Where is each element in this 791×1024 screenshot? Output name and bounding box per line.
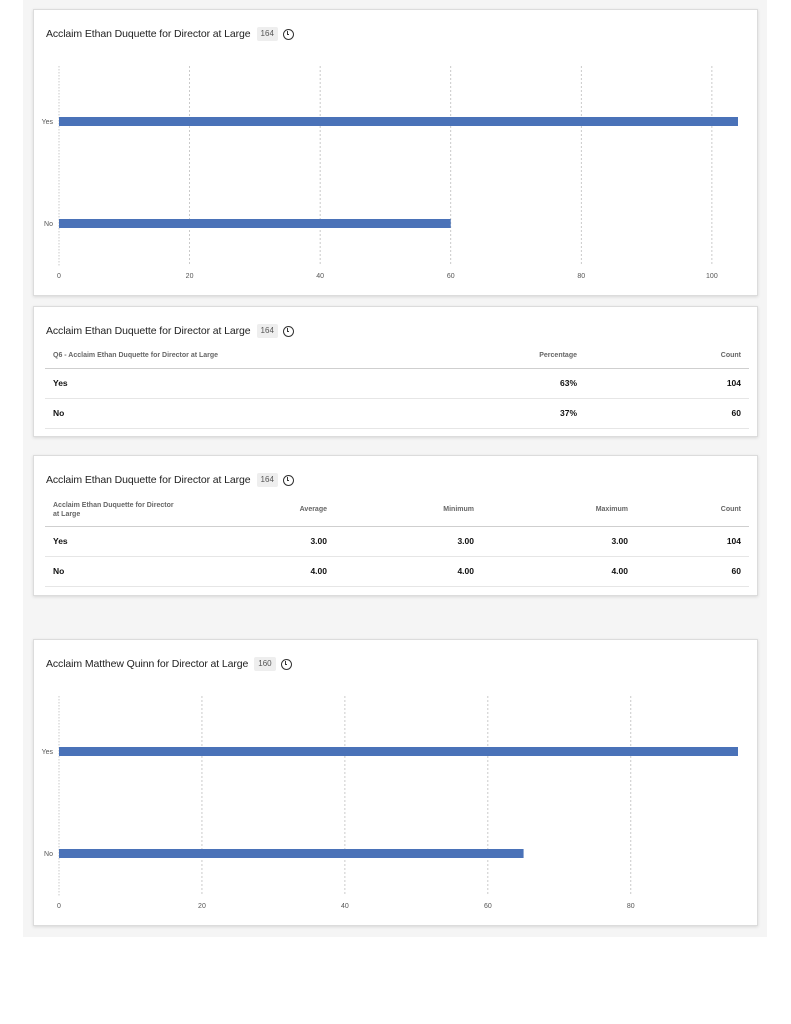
card-title: Acclaim Ethan Duquette for Director at L… bbox=[46, 28, 251, 40]
bar-chart-matthew: 0 20 40 60 80 Yes No bbox=[42, 696, 738, 910]
table-header-row: Acclaim Ethan Duquette for Director at L… bbox=[45, 494, 749, 527]
info-clock-icon[interactable] bbox=[282, 474, 294, 486]
x-tick-label: 100 bbox=[706, 273, 718, 280]
info-clock-icon[interactable] bbox=[282, 325, 294, 337]
count-cell: 104 bbox=[636, 526, 749, 557]
percentage-table: Q6 - Acclaim Ethan Duquette for Director… bbox=[45, 344, 749, 429]
table-row: Yes 3.00 3.00 3.00 104 bbox=[45, 526, 749, 557]
bar-yes[interactable] bbox=[59, 117, 738, 126]
table-row: No 4.00 4.00 4.00 60 bbox=[45, 556, 749, 587]
bar-yes[interactable] bbox=[59, 747, 738, 756]
minimum-cell: 4.00 bbox=[335, 556, 482, 587]
maximum-cell: 4.00 bbox=[482, 556, 636, 587]
x-tick-label: 0 bbox=[57, 903, 61, 910]
table-header-row: Q6 - Acclaim Ethan Duquette for Director… bbox=[45, 344, 749, 369]
category-label: Yes bbox=[42, 749, 54, 756]
table-row: Yes 63% 104 bbox=[45, 368, 749, 399]
percentage-cell: 37% bbox=[465, 398, 585, 429]
column-header-question: Q6 - Acclaim Ethan Duquette for Director… bbox=[45, 344, 465, 369]
count-cell: 60 bbox=[636, 556, 749, 587]
column-header-count: Count bbox=[636, 494, 749, 527]
row-label: No bbox=[45, 556, 185, 587]
x-tick-label: 20 bbox=[186, 273, 194, 280]
x-tick-label: 60 bbox=[447, 273, 455, 280]
bar-chart-ethan: 0 20 40 60 80 100 Yes No bbox=[42, 66, 738, 280]
x-tick-label: 40 bbox=[341, 903, 349, 910]
minimum-cell: 3.00 bbox=[335, 526, 482, 557]
response-count-badge: 164 bbox=[256, 324, 278, 338]
bar-no[interactable] bbox=[59, 219, 451, 228]
category-label: No bbox=[44, 851, 53, 858]
chart-card-ethan: Acclaim Ethan Duquette for Director at L… bbox=[33, 9, 758, 296]
percentage-cell: 63% bbox=[465, 368, 585, 399]
x-tick-label: 60 bbox=[484, 903, 492, 910]
card-header: Acclaim Ethan Duquette for Director at L… bbox=[46, 471, 294, 489]
maximum-cell: 3.00 bbox=[482, 526, 636, 557]
column-header-maximum: Maximum bbox=[482, 494, 636, 527]
column-header-average: Average bbox=[185, 494, 335, 527]
row-label: Yes bbox=[45, 526, 185, 557]
x-tick-label: 0 bbox=[57, 273, 61, 280]
row-label: No bbox=[45, 398, 465, 429]
column-header-question: Acclaim Ethan Duquette for Director at L… bbox=[45, 494, 185, 527]
average-cell: 3.00 bbox=[185, 526, 335, 557]
column-header-minimum: Minimum bbox=[335, 494, 482, 527]
x-tick-label: 80 bbox=[577, 273, 585, 280]
count-cell: 104 bbox=[585, 368, 749, 399]
table-row: No 37% 60 bbox=[45, 398, 749, 429]
table-card-ethan-percentage: Acclaim Ethan Duquette for Director at L… bbox=[33, 306, 758, 437]
x-tick-label: 40 bbox=[316, 273, 324, 280]
category-label: No bbox=[44, 221, 53, 228]
row-label: Yes bbox=[45, 368, 465, 399]
response-count-badge: 164 bbox=[256, 27, 278, 41]
chart-card-matthew: Acclaim Matthew Quinn for Director at La… bbox=[33, 639, 758, 926]
table-card-ethan-statistics: Acclaim Ethan Duquette for Director at L… bbox=[33, 455, 758, 596]
card-title: Acclaim Ethan Duquette for Director at L… bbox=[46, 325, 251, 337]
card-title: Acclaim Matthew Quinn for Director at La… bbox=[46, 658, 249, 670]
card-header: Acclaim Ethan Duquette for Director at L… bbox=[46, 322, 294, 340]
count-cell: 60 bbox=[585, 398, 749, 429]
info-clock-icon[interactable] bbox=[280, 658, 292, 670]
bar-no[interactable] bbox=[59, 849, 524, 858]
category-label: Yes bbox=[42, 119, 54, 126]
column-header-percentage: Percentage bbox=[465, 344, 585, 369]
column-header-count: Count bbox=[585, 344, 749, 369]
x-tick-label: 80 bbox=[627, 903, 635, 910]
response-count-badge: 160 bbox=[254, 657, 276, 671]
info-clock-icon[interactable] bbox=[282, 28, 294, 40]
card-title: Acclaim Ethan Duquette for Director at L… bbox=[46, 474, 251, 486]
card-header: Acclaim Ethan Duquette for Director at L… bbox=[46, 25, 294, 43]
response-count-badge: 164 bbox=[256, 473, 278, 487]
x-tick-label: 20 bbox=[198, 903, 206, 910]
card-header: Acclaim Matthew Quinn for Director at La… bbox=[46, 655, 292, 673]
average-cell: 4.00 bbox=[185, 556, 335, 587]
statistics-table: Acclaim Ethan Duquette for Director at L… bbox=[45, 494, 749, 587]
